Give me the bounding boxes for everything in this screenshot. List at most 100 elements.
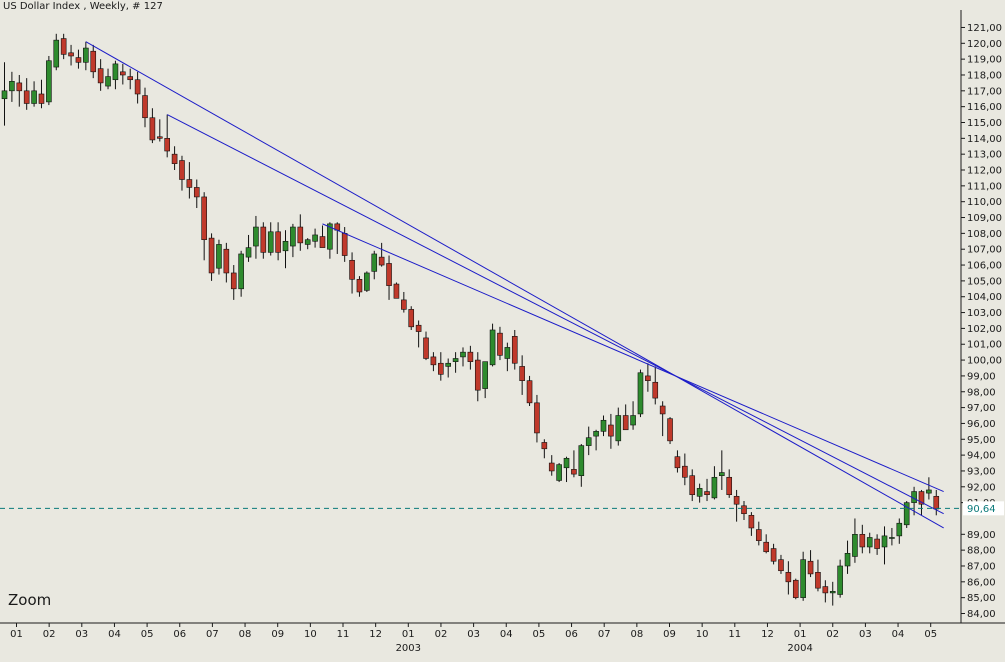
candle-body (511, 336, 518, 364)
candle (171, 146, 178, 171)
candle-body (829, 591, 836, 594)
candle (874, 534, 880, 555)
candle (38, 79, 45, 109)
candle (763, 534, 769, 554)
x-tick-label: 02 (435, 629, 448, 640)
last-price-label: 90,64 (967, 504, 996, 515)
candle (290, 223, 296, 258)
candle (408, 306, 415, 330)
candle-body (97, 68, 104, 84)
candle-body (755, 529, 762, 541)
candle-body (482, 361, 488, 389)
y-tick-label: 116,00 (967, 102, 1002, 113)
trendline[interactable] (322, 223, 944, 492)
candle (497, 326, 503, 361)
candle-body (578, 445, 585, 476)
candle-body (164, 138, 170, 152)
candle (622, 404, 629, 431)
candle-body (364, 272, 370, 291)
candle-body (689, 475, 696, 496)
candle-body (438, 362, 444, 375)
candle (452, 352, 459, 373)
y-tick-label: 109,00 (967, 213, 1002, 224)
y-tick-label: 120,00 (967, 39, 1002, 50)
candle-body (112, 63, 119, 81)
candle (637, 369, 644, 418)
candle-body (304, 239, 311, 245)
y-tick-label: 113,00 (967, 150, 1002, 161)
y-tick-label: 111,00 (967, 181, 1002, 192)
candle-body (445, 362, 452, 367)
candle (1, 62, 8, 126)
candle (482, 361, 488, 399)
candle-body (519, 366, 525, 381)
candles-layer (1, 33, 940, 606)
x-tick-label: 04 (892, 629, 905, 640)
candle (667, 417, 673, 445)
candle-body (142, 95, 148, 119)
candle (489, 323, 496, 367)
candle (696, 483, 703, 503)
candle-body (800, 559, 806, 598)
y-tick-label: 98,00 (967, 387, 996, 398)
candle-body (497, 332, 503, 356)
candle (393, 282, 400, 299)
candle (112, 60, 119, 90)
candle-body (859, 534, 866, 548)
candle-body (75, 57, 82, 63)
candle (16, 74, 23, 107)
candle-body (541, 442, 548, 450)
candle (31, 81, 37, 107)
zoom-label[interactable]: Zoom (8, 591, 51, 609)
candle (46, 55, 52, 106)
candle-body (622, 415, 629, 431)
candle (741, 501, 747, 521)
candle-body (778, 559, 784, 572)
candle (53, 33, 60, 71)
candle (852, 518, 858, 563)
candle-body (608, 424, 614, 437)
y-tick-label: 94,00 (967, 451, 996, 462)
candle (201, 192, 207, 261)
candle (134, 71, 141, 104)
candle (748, 512, 755, 536)
x-tick-label: 11 (728, 629, 741, 640)
candle-body (903, 502, 910, 526)
candle (364, 271, 370, 292)
candle (556, 463, 562, 483)
candle-body (223, 248, 230, 274)
candle-body (600, 419, 607, 432)
candle-body (659, 405, 666, 415)
candle-body (874, 538, 880, 549)
candle-body (68, 52, 74, 57)
candle (245, 234, 252, 262)
candle (652, 366, 659, 405)
candle-body (1, 90, 8, 100)
y-tick-label: 110,00 (967, 197, 1002, 208)
candle-body (186, 179, 193, 188)
candle-body (682, 465, 688, 478)
candle-body (149, 117, 156, 141)
candle (156, 119, 163, 142)
candle-body (297, 226, 304, 244)
candle (889, 527, 895, 546)
candle-body (208, 237, 215, 274)
candle (253, 215, 259, 259)
trendline[interactable] (166, 114, 944, 515)
y-tick-label: 86,00 (967, 577, 996, 588)
candle-body (230, 272, 237, 290)
candle-body (53, 39, 60, 68)
candle (733, 489, 740, 522)
trendline[interactable] (85, 41, 944, 529)
candle-body (349, 259, 355, 280)
candle (423, 331, 429, 361)
candle (689, 469, 696, 502)
year-label: 2004 (787, 643, 812, 654)
candle-body (415, 324, 422, 332)
candle (615, 407, 622, 446)
candle-body (763, 541, 769, 553)
x-tick-label: 12 (369, 629, 382, 640)
x-tick-label: 02 (826, 629, 839, 640)
